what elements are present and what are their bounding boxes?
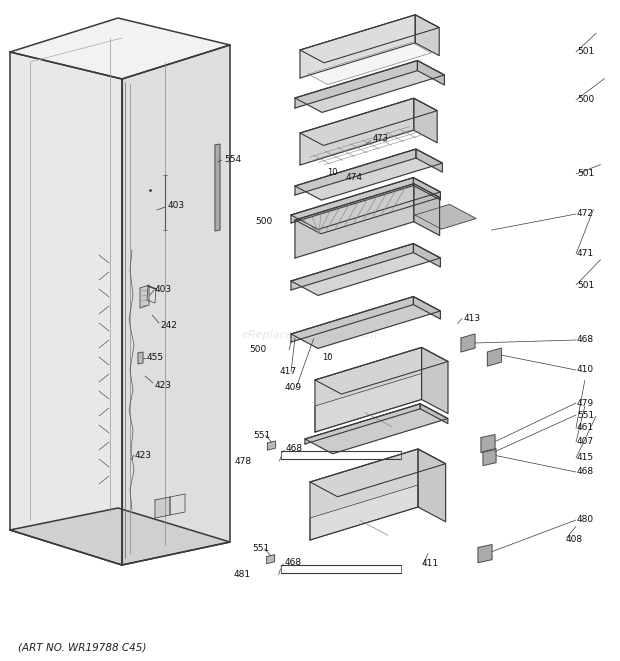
Text: 413: 413 [464,314,481,323]
Polygon shape [215,144,220,231]
Polygon shape [414,98,437,143]
Polygon shape [418,449,446,522]
Text: 551: 551 [577,410,594,420]
Polygon shape [140,285,149,308]
Polygon shape [305,404,420,444]
Polygon shape [417,61,445,85]
Text: (ART NO. WR19788 C45): (ART NO. WR19788 C45) [18,643,146,653]
Polygon shape [295,149,442,200]
Text: 479: 479 [577,399,594,407]
Text: 500: 500 [577,95,594,104]
Text: 408: 408 [565,535,583,544]
Polygon shape [155,497,170,518]
Polygon shape [461,334,475,352]
Polygon shape [300,98,414,165]
Polygon shape [291,178,440,229]
Polygon shape [416,149,442,172]
Polygon shape [415,204,476,229]
Polygon shape [10,18,230,79]
Polygon shape [291,244,414,290]
Polygon shape [315,373,422,432]
Polygon shape [300,98,437,145]
Text: 500: 500 [255,217,273,225]
Text: 242: 242 [160,321,177,329]
Text: 501: 501 [577,48,594,56]
Text: 468: 468 [577,336,594,344]
Text: 410: 410 [577,366,594,375]
Polygon shape [295,184,440,234]
Text: 403: 403 [155,286,172,295]
Polygon shape [295,61,417,108]
Text: 455: 455 [147,354,164,362]
Polygon shape [291,297,440,348]
Text: 473: 473 [373,134,389,143]
Text: 10: 10 [327,168,337,177]
Polygon shape [414,244,440,267]
Polygon shape [310,449,446,496]
Polygon shape [420,404,448,424]
Text: 551: 551 [254,430,271,440]
Polygon shape [308,42,432,85]
Text: 501: 501 [577,280,594,290]
Text: 468: 468 [285,559,302,567]
Text: 500: 500 [250,346,267,354]
Text: 481: 481 [234,570,250,579]
Polygon shape [422,348,448,414]
Polygon shape [315,348,448,394]
Polygon shape [295,149,416,195]
Polygon shape [138,352,143,364]
Text: 554: 554 [224,155,241,165]
Text: 407: 407 [577,438,594,446]
Polygon shape [414,184,440,235]
Text: 409: 409 [285,383,302,393]
Polygon shape [300,15,439,63]
Polygon shape [122,45,230,565]
Text: 472: 472 [577,210,594,219]
Polygon shape [10,52,122,565]
Polygon shape [295,61,445,112]
Polygon shape [267,441,275,450]
Polygon shape [291,244,440,295]
Text: 480: 480 [577,516,594,524]
Polygon shape [170,494,185,515]
Text: 411: 411 [422,559,439,568]
Polygon shape [487,348,502,366]
Polygon shape [478,545,492,563]
Polygon shape [483,449,496,465]
Polygon shape [295,184,414,258]
Polygon shape [300,15,415,78]
Polygon shape [291,178,414,223]
Polygon shape [415,15,439,56]
Text: 471: 471 [577,249,594,258]
Text: 501: 501 [577,169,594,178]
Text: 403: 403 [168,200,185,210]
Text: 478: 478 [234,457,251,465]
Polygon shape [305,404,448,453]
Polygon shape [310,449,418,540]
Polygon shape [481,434,495,453]
Text: 423: 423 [135,451,152,459]
Polygon shape [315,348,422,432]
Polygon shape [267,555,275,564]
Text: 474: 474 [346,173,363,182]
Text: 551: 551 [252,544,270,553]
Text: 423: 423 [155,381,172,389]
Polygon shape [291,297,414,342]
Text: eReplacementParts.com: eReplacementParts.com [242,330,378,340]
Text: 468: 468 [577,467,594,477]
Text: 417: 417 [280,368,297,377]
Text: 10: 10 [322,353,332,362]
Text: 461: 461 [577,424,594,432]
Text: 468: 468 [285,444,303,453]
Polygon shape [414,178,440,200]
Polygon shape [10,508,230,565]
Text: 415: 415 [577,453,594,463]
Polygon shape [414,297,440,319]
Polygon shape [310,485,418,540]
